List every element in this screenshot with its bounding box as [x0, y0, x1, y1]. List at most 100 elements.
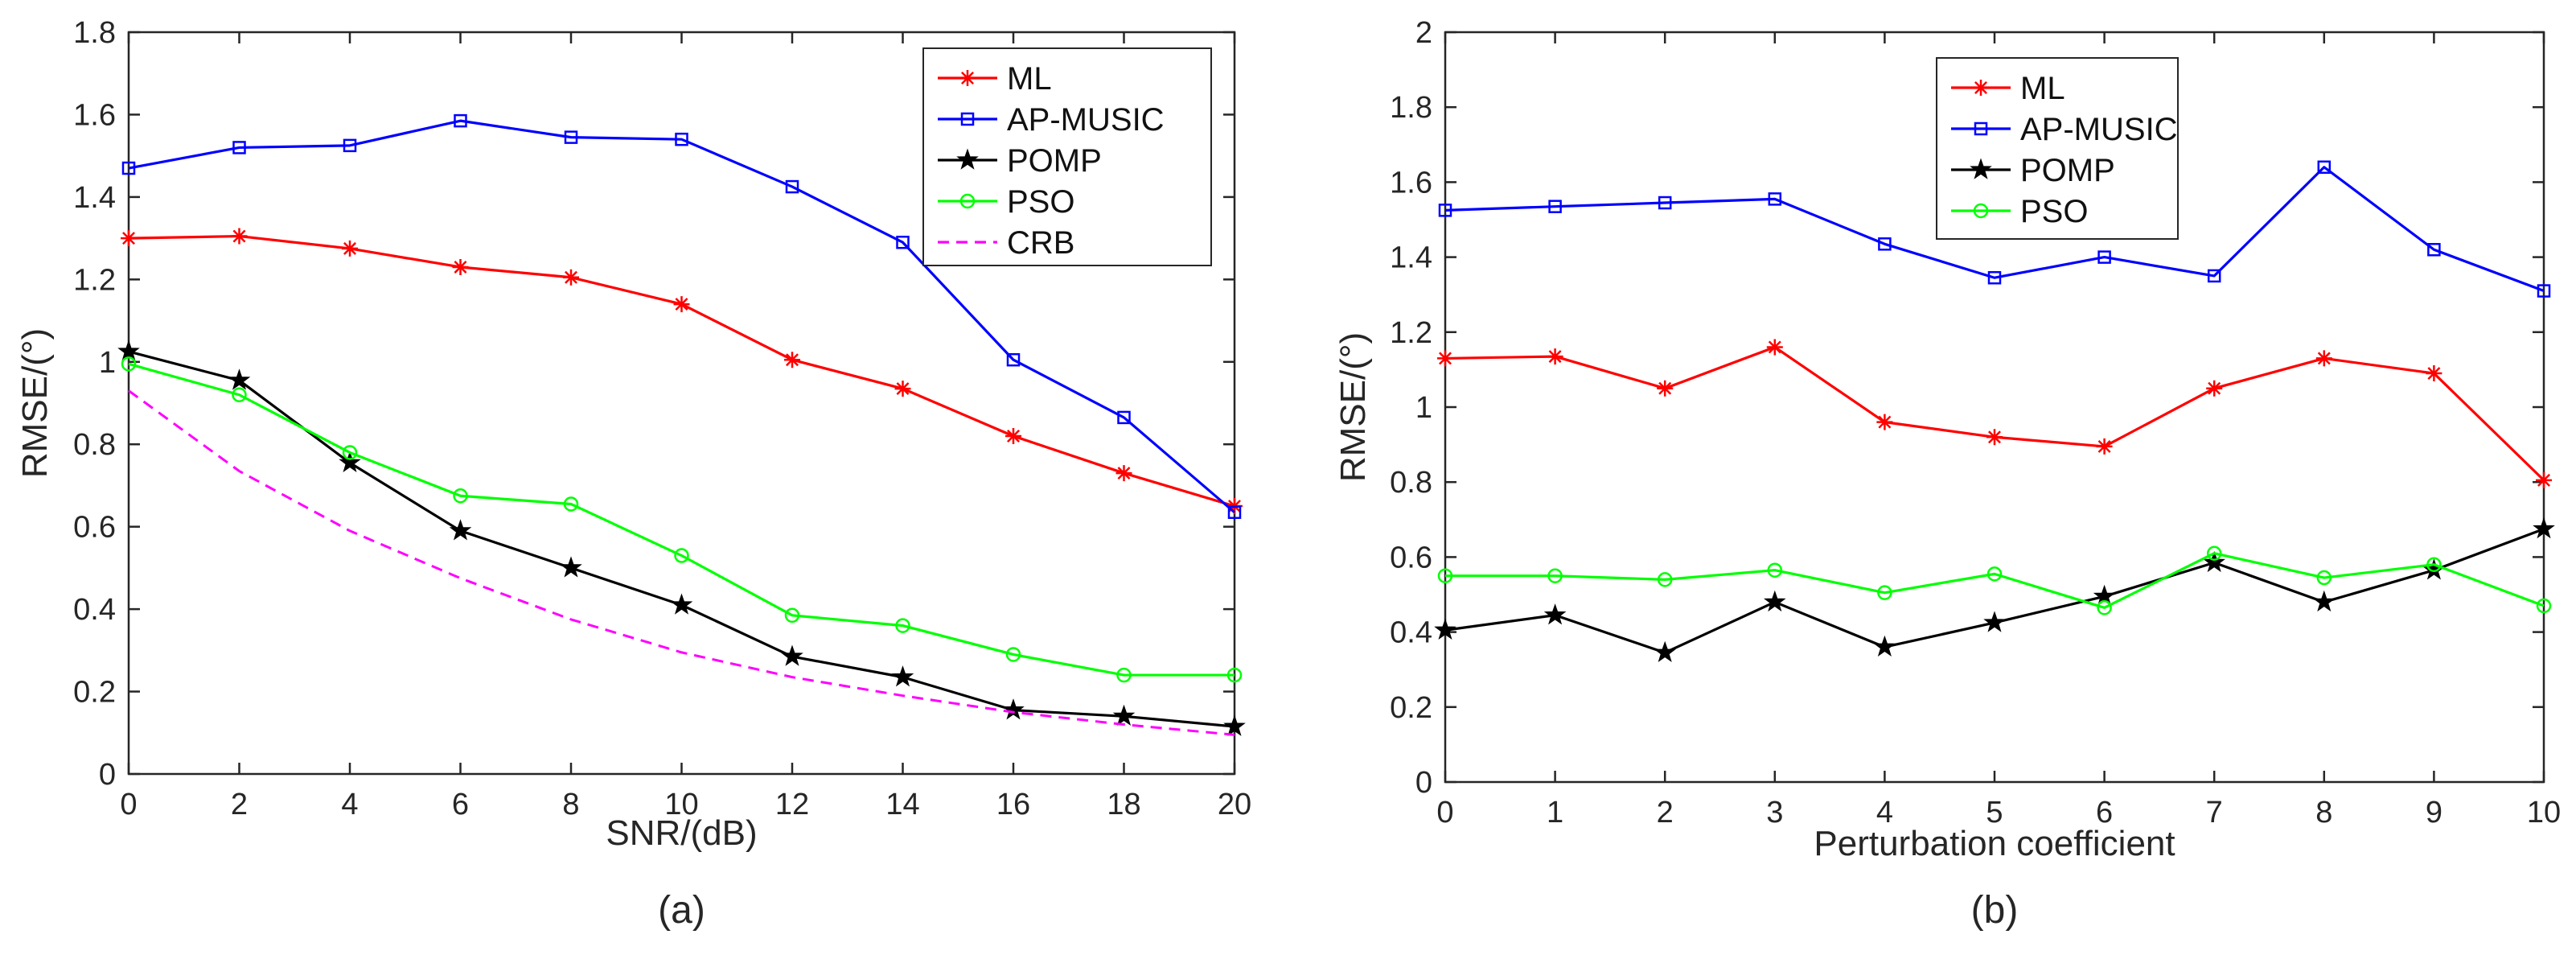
y-tick-label: 1.6 — [73, 98, 116, 132]
data-point — [785, 179, 799, 194]
data-point — [1766, 339, 1783, 356]
x-tick-label: 2 — [1657, 796, 1674, 829]
data-point — [2097, 600, 2112, 615]
data-point — [2317, 160, 2332, 175]
y-tick-label: 1.8 — [1390, 91, 1432, 125]
legend-marker — [959, 193, 976, 209]
data-point — [343, 138, 357, 153]
data-point — [1986, 429, 2003, 446]
y-tick-label: 0 — [99, 758, 116, 792]
data-point — [454, 113, 467, 128]
data-point — [1112, 704, 1136, 727]
y-tick-label: 2 — [1415, 16, 1432, 50]
series-line — [128, 234, 1235, 508]
series-crb — [128, 389, 1235, 736]
y-tick-label: 0.2 — [73, 676, 116, 710]
data-point — [339, 451, 361, 473]
data-point — [1548, 200, 1562, 213]
series-line — [128, 362, 1235, 677]
data-point — [784, 352, 800, 368]
y-tick-label: 0.2 — [1390, 691, 1432, 725]
data-point — [1547, 348, 1563, 365]
data-point — [1226, 667, 1243, 683]
data-point — [2536, 598, 2552, 614]
data-point — [1002, 698, 1025, 720]
data-point — [673, 296, 690, 313]
data-point — [1654, 640, 1677, 662]
series-pomp — [117, 340, 1246, 736]
legend-item: POMP — [938, 143, 1102, 179]
data-point — [1547, 568, 1563, 583]
data-point — [1437, 568, 1453, 583]
legend-marker — [960, 112, 975, 126]
data-point — [2097, 250, 2111, 264]
data-point — [1767, 562, 1783, 578]
data-point — [1873, 635, 1896, 657]
legend-item: CRB — [938, 225, 1074, 261]
series-ap-music — [1438, 160, 2551, 298]
x-tick-label: 6 — [2096, 796, 2113, 829]
x-tick-label: 12 — [775, 788, 809, 821]
legend-marker — [1974, 121, 1988, 136]
data-point — [1438, 204, 1452, 217]
data-point — [453, 488, 468, 504]
legend-marker — [959, 70, 976, 86]
y-tick-label: 1 — [1415, 391, 1432, 425]
data-point — [1437, 350, 1453, 367]
data-point — [2206, 380, 2223, 397]
y-tick-label: 0.4 — [73, 593, 116, 627]
data-point — [2537, 284, 2551, 298]
data-point — [1877, 585, 1892, 600]
legend-label: AP-MUSIC — [1007, 102, 1165, 138]
data-point — [2426, 365, 2442, 382]
y-tick-label: 1.2 — [1390, 316, 1432, 350]
y-tick-label: 1 — [99, 346, 116, 380]
data-point — [2426, 557, 2442, 572]
y-tick-label: 1.2 — [73, 263, 116, 297]
data-point — [121, 161, 136, 175]
data-point — [1983, 611, 2006, 632]
x-tick-label: 0 — [120, 788, 137, 821]
x-tick-label: 6 — [452, 788, 469, 821]
y-tick-label: 0.6 — [73, 511, 116, 545]
data-point — [896, 235, 910, 249]
legend-label: PSO — [1007, 184, 1074, 220]
y-tick-label: 0.4 — [1390, 616, 1432, 650]
data-point — [1006, 352, 1021, 367]
legend-label: POMP — [1007, 143, 1102, 179]
data-point — [1763, 590, 1786, 612]
legend-label: POMP — [2020, 153, 2115, 188]
legend-label: AP-MUSIC — [2020, 112, 2178, 147]
legend-item: ML — [1951, 71, 2065, 106]
data-point — [560, 556, 582, 578]
data-point — [449, 519, 472, 541]
legend-marker — [1973, 80, 1989, 96]
legend: ML AP-MUSIC POMP PSO — [1936, 57, 2179, 240]
x-tick-label: 4 — [341, 788, 358, 821]
y-tick-label: 1.4 — [73, 181, 116, 215]
legend-item: ML — [938, 61, 1052, 97]
chart-a: 0 2 4 6 8 10 12 14 16 18 20 0 0.2 0.4 0.6 0.8 1 1.2 1.4 1.6… — [15, 16, 1251, 932]
data-point — [1768, 192, 1782, 206]
data-point — [1658, 196, 1672, 210]
data-point — [1657, 572, 1673, 587]
data-point — [2206, 545, 2222, 561]
data-point — [563, 269, 579, 286]
x-tick-label: 10 — [2527, 796, 2561, 829]
x-tick-label: 0 — [1436, 796, 1453, 829]
series-pso — [1437, 545, 2552, 615]
data-point — [1434, 618, 1456, 640]
data-point — [2207, 269, 2221, 283]
x-tick-label: 7 — [2206, 796, 2223, 829]
data-point — [1005, 427, 1021, 444]
data-point — [1986, 566, 2003, 582]
data-point — [891, 665, 914, 687]
data-point — [1657, 380, 1674, 397]
data-point — [1117, 410, 1131, 425]
series-line — [128, 119, 1236, 513]
series-line — [1444, 527, 2545, 654]
series-pso — [121, 356, 1243, 683]
data-point — [2427, 243, 2441, 257]
data-point — [342, 240, 358, 257]
data-point — [1227, 505, 1242, 519]
